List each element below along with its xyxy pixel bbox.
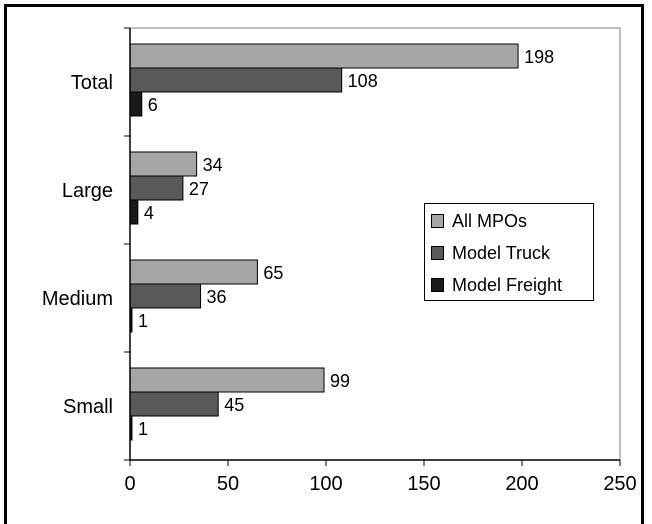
bar <box>129 259 258 285</box>
bar <box>129 91 143 117</box>
x-tick-label: 0 <box>124 473 135 495</box>
legend-swatch <box>431 278 444 292</box>
bar <box>129 283 202 309</box>
legend-item: Model Freight <box>431 274 562 296</box>
bars: 198 108 6 34 27 4 65 36 1 99 45 1 <box>129 43 554 441</box>
data-label: 108 <box>348 71 378 91</box>
bar <box>129 67 343 93</box>
category-label: Large <box>62 180 113 202</box>
data-label: 65 <box>263 263 283 283</box>
data-label: 45 <box>224 395 244 415</box>
data-label: 27 <box>189 179 209 199</box>
legend-label: Model Freight <box>452 274 563 295</box>
data-label: 1 <box>138 419 148 439</box>
data-label: 1 <box>138 311 148 331</box>
data-label: 198 <box>524 47 554 67</box>
axes: Total Large Medium Small 0 50 100 150 200 250 <box>42 27 637 495</box>
legend-label: Model Truck <box>452 242 551 263</box>
category-label: Small <box>63 396 113 418</box>
legend: All MPOs Model Truck Model Freight <box>424 203 594 301</box>
x-tick-label: 100 <box>309 473 342 495</box>
data-label: 6 <box>148 95 158 115</box>
x-tick-label: 50 <box>217 473 239 495</box>
bar <box>129 175 184 201</box>
bar <box>129 391 219 417</box>
legend-item: Model Truck <box>431 242 550 264</box>
x-tick-label: 250 <box>603 473 636 495</box>
x-tick-label: 200 <box>505 473 538 495</box>
bar <box>129 367 325 393</box>
bar <box>129 199 139 225</box>
legend-swatch <box>431 246 444 260</box>
legend-label: All MPOs <box>452 210 528 231</box>
data-label: 99 <box>330 371 350 391</box>
category-label: Medium <box>42 288 113 310</box>
category-label: Total <box>71 72 113 94</box>
chart-frame <box>4 4 644 524</box>
x-tick-label: 150 <box>407 473 440 495</box>
legend-swatch <box>431 214 444 228</box>
legend-item: All MPOs <box>431 210 527 232</box>
data-label: 36 <box>207 287 227 307</box>
data-label: 34 <box>203 155 223 175</box>
bar <box>129 151 198 177</box>
data-label: 4 <box>144 203 154 223</box>
bar <box>129 43 519 69</box>
